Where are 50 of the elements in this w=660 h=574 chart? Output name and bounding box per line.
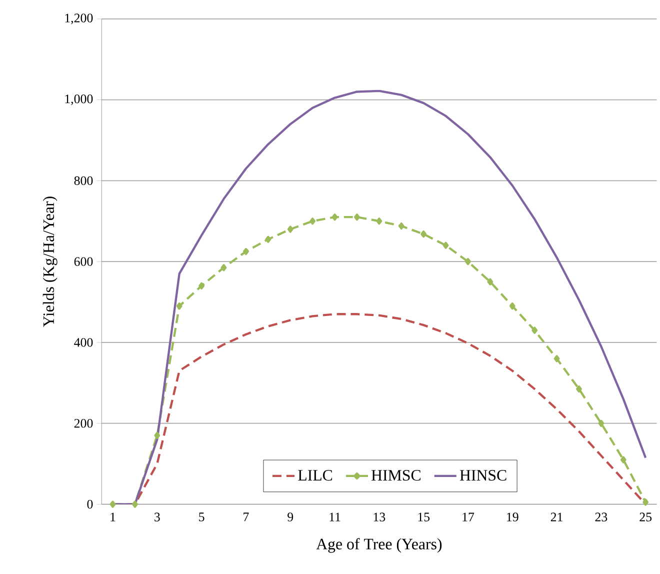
point [554,355,560,362]
x-tick-label: 21 [550,512,562,522]
x-tick-label: 19 [507,512,518,522]
point [487,278,494,286]
point [243,248,249,256]
legend-label: HINSC [460,470,506,481]
y-tick-label: 1,000 [65,94,93,106]
point [398,222,404,230]
point [310,218,316,225]
x-tick-label: 15 [418,512,430,522]
x-tick-label: 13 [374,512,386,522]
point [354,214,360,221]
x-tick-label: 17 [462,512,474,522]
point [220,264,227,272]
y-tick-label: 600 [74,257,93,266]
x-tick-label: 23 [595,512,608,522]
point [465,258,471,266]
point [154,432,160,440]
x-tick-label: 3 [154,512,160,522]
point [420,230,427,238]
y-tick-label: 0 [87,500,93,509]
x-tick-label: 1 [110,512,116,522]
point [442,242,449,249]
point [620,456,626,464]
y-tick-label: 1,200 [65,14,93,24]
point [576,385,582,393]
point [287,226,294,233]
point [110,500,116,508]
x-axis-title: Age of Tree (Years) [316,538,442,553]
y-tick-label: 800 [74,176,93,186]
point [598,420,604,427]
point [332,214,338,221]
x-tick-label: 5 [199,512,204,522]
y-axis-title: Yields (Kg/Ha/Year) [42,196,58,328]
point [198,282,205,290]
point [176,302,182,310]
point [265,236,272,243]
y-tick-label: 400 [74,338,93,347]
x-tick-label: 7 [244,512,249,522]
legend-label: LILC [298,470,332,481]
point [532,326,538,334]
y-tick-label: 200 [74,419,93,428]
x-tick-label: 9 [288,512,294,522]
point [132,500,138,508]
legend-label: HIMSC [371,470,420,481]
point [509,302,516,310]
point [642,498,649,506]
x-tick-label: 25 [640,512,652,522]
point [376,218,382,225]
x-tick-label: 11 [330,512,340,522]
